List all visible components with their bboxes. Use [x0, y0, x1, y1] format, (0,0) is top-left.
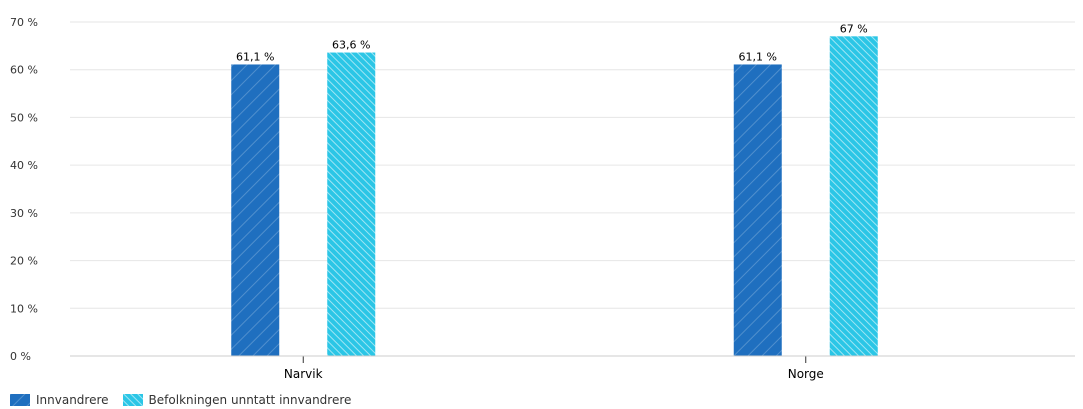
data-label: 61,1 %	[236, 50, 274, 63]
gridlines	[70, 21, 1075, 309]
legend-item-innvandrere[interactable]: Innvandrere	[10, 393, 109, 407]
data-labels: 61,1 % 63,6 % 61,1 % 67 %	[236, 22, 868, 63]
legend-swatch-befolkningen	[122, 394, 143, 406]
data-label: 67 %	[840, 22, 868, 35]
x-axis: Narvik Norge	[70, 355, 1075, 381]
y-tick-label: 20 %	[10, 255, 38, 268]
y-axis-ticks: 0 % 10 % 20 % 30 % 40 % 50 % 60 % 70 %	[10, 16, 38, 363]
legend: Innvandrere Befolkningen unntatt innvand…	[10, 393, 351, 407]
bar	[231, 64, 280, 357]
x-tick-label: Narvik	[284, 367, 323, 381]
bar-chart: 0 % 10 % 20 % 30 % 40 % 50 % 60 % 70 % 61,1 % 63…	[10, 16, 1075, 381]
data-label: 63,6 %	[332, 39, 370, 52]
y-tick-label: 0 %	[10, 350, 31, 363]
y-tick-label: 60 %	[10, 64, 38, 77]
bar	[733, 64, 782, 357]
bar	[327, 52, 376, 357]
legend-swatch-innvandrere	[10, 394, 30, 406]
y-tick-label: 40 %	[10, 159, 38, 172]
y-tick-label: 30 %	[10, 207, 38, 220]
y-tick-label: 10 %	[10, 302, 38, 315]
bars	[231, 36, 878, 357]
data-label: 61,1 %	[739, 50, 777, 63]
legend-label-innvandrere: Innvandrere	[36, 393, 109, 407]
y-tick-label: 70 %	[10, 16, 38, 29]
legend-item-befolkningen[interactable]: Befolkningen unntatt innvandrere	[122, 393, 352, 407]
x-tick-label: Norge	[788, 367, 824, 381]
bar	[829, 36, 878, 357]
y-tick-label: 50 %	[10, 111, 38, 124]
legend-label-befolkningen: Befolkningen unntatt innvandrere	[148, 393, 352, 407]
